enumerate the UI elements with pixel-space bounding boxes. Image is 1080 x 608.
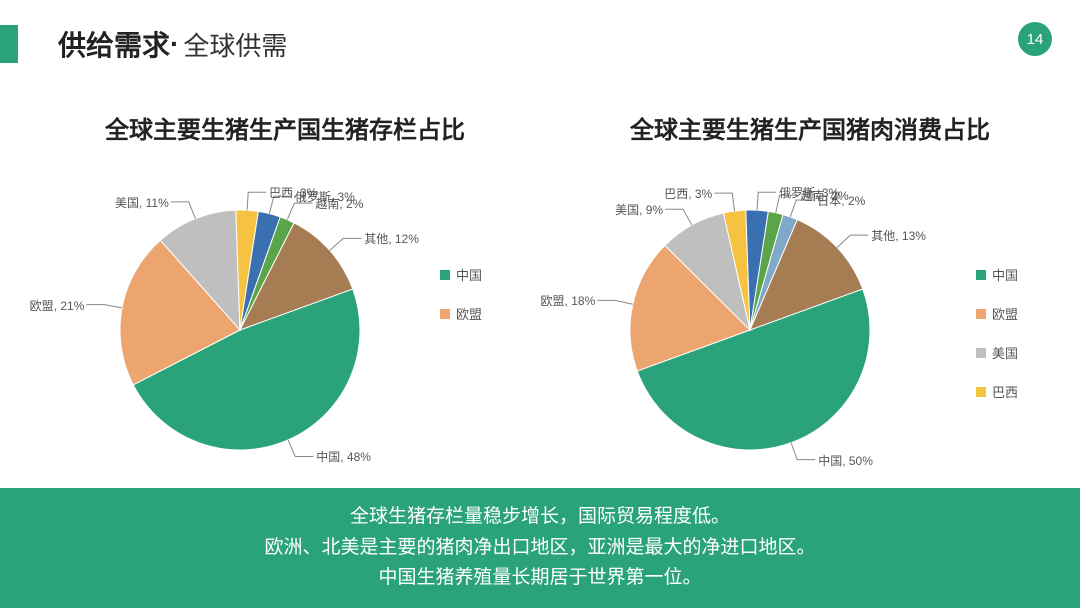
legend-label: 欧盟 bbox=[992, 304, 1018, 323]
leader-line bbox=[171, 202, 196, 219]
slice-label: 美国, 9% bbox=[595, 201, 663, 218]
pie-left: 中国, 48%欧盟, 21%美国, 11%巴西, 3%俄罗斯, 3%越南, 2%… bbox=[30, 155, 540, 495]
pie-right: 中国, 50%欧盟, 18%美国, 9%巴西, 3%俄罗斯, 3%越南, 2%日… bbox=[540, 155, 1080, 495]
title-separator: · bbox=[170, 28, 179, 60]
leader-line bbox=[837, 235, 868, 247]
legend-label: 欧盟 bbox=[456, 304, 482, 323]
leader-line bbox=[288, 440, 313, 456]
leader-line bbox=[791, 443, 815, 460]
legend-item: 欧盟 bbox=[440, 304, 482, 323]
header-accent-bar bbox=[0, 25, 18, 63]
chart-left-block: 全球主要生猪生产国生猪存栏占比 中国, 48%欧盟, 21%美国, 11%巴西,… bbox=[30, 90, 540, 495]
chart-left-title: 全球主要生猪生产国生猪存栏占比 bbox=[30, 110, 540, 145]
slice-label: 巴西, 3% bbox=[644, 185, 712, 202]
legend-item: 中国 bbox=[976, 265, 1018, 284]
slice-label: 其他, 13% bbox=[871, 227, 926, 244]
chart-right-block: 全球主要生猪生产国猪肉消费占比 中国, 50%欧盟, 18%美国, 9%巴西, … bbox=[540, 90, 1080, 495]
slice-label: 美国, 11% bbox=[101, 194, 169, 211]
legend-swatch bbox=[976, 309, 986, 319]
slice-label: 欧盟, 18% bbox=[527, 292, 595, 309]
chart-right-title: 全球主要生猪生产国猪肉消费占比 bbox=[540, 110, 1080, 145]
slice-label: 中国, 50% bbox=[818, 452, 873, 469]
legend-swatch bbox=[976, 270, 986, 280]
leader-line bbox=[665, 209, 692, 225]
page-number-text: 14 bbox=[1027, 31, 1044, 48]
legend-label: 巴西 bbox=[992, 382, 1018, 401]
pie-right-legend: 中国欧盟美国巴西 bbox=[976, 265, 1018, 421]
footer-line-1: 全球生猪存栏量稳步增长，国际贸易程度低。 bbox=[350, 502, 730, 532]
slice-label: 欧盟, 21% bbox=[16, 297, 84, 314]
pie-left-svg bbox=[30, 155, 470, 495]
legend-item: 美国 bbox=[976, 343, 1018, 362]
slice-label: 日本, 2% bbox=[817, 192, 865, 209]
slice-label: 其他, 12% bbox=[364, 230, 419, 247]
page-number-badge: 14 bbox=[1018, 22, 1052, 56]
slide-header: 供给需求 · 全球供需 bbox=[0, 24, 287, 64]
footer-line-2: 欧洲、北美是主要的猪肉净出口地区，亚洲是最大的净进口地区。 bbox=[264, 533, 815, 563]
legend-swatch bbox=[976, 387, 986, 397]
legend-label: 中国 bbox=[456, 265, 482, 284]
title-bold: 供给需求 bbox=[58, 24, 170, 64]
pie-left-legend: 中国欧盟 bbox=[440, 265, 482, 343]
legend-item: 欧盟 bbox=[976, 304, 1018, 323]
leader-line bbox=[757, 192, 776, 210]
leader-line bbox=[86, 305, 122, 308]
slice-label: 中国, 48% bbox=[316, 448, 371, 465]
legend-label: 中国 bbox=[992, 265, 1018, 284]
leader-line bbox=[287, 203, 312, 220]
leader-line bbox=[330, 238, 361, 250]
leader-line bbox=[597, 300, 633, 304]
legend-label: 美国 bbox=[992, 343, 1018, 362]
legend-item: 巴西 bbox=[976, 382, 1018, 401]
leader-line bbox=[247, 192, 266, 210]
legend-swatch bbox=[976, 348, 986, 358]
slice-label: 越南, 2% bbox=[315, 195, 363, 212]
footer-banner: 全球生猪存栏量稳步增长，国际贸易程度低。 欧洲、北美是主要的猪肉净出口地区，亚洲… bbox=[0, 488, 1080, 608]
title-light: 全球供需 bbox=[183, 26, 287, 63]
leader-line bbox=[714, 193, 734, 211]
legend-swatch bbox=[440, 270, 450, 280]
legend-swatch bbox=[440, 309, 450, 319]
footer-line-3: 中国生猪养殖量长期居于世界第一位。 bbox=[378, 563, 701, 593]
charts-row: 全球主要生猪生产国生猪存栏占比 中国, 48% 欧盟, 21% 美国, 11% 巴西,… bbox=[0, 90, 1080, 495]
legend-item: 中国 bbox=[440, 265, 482, 284]
